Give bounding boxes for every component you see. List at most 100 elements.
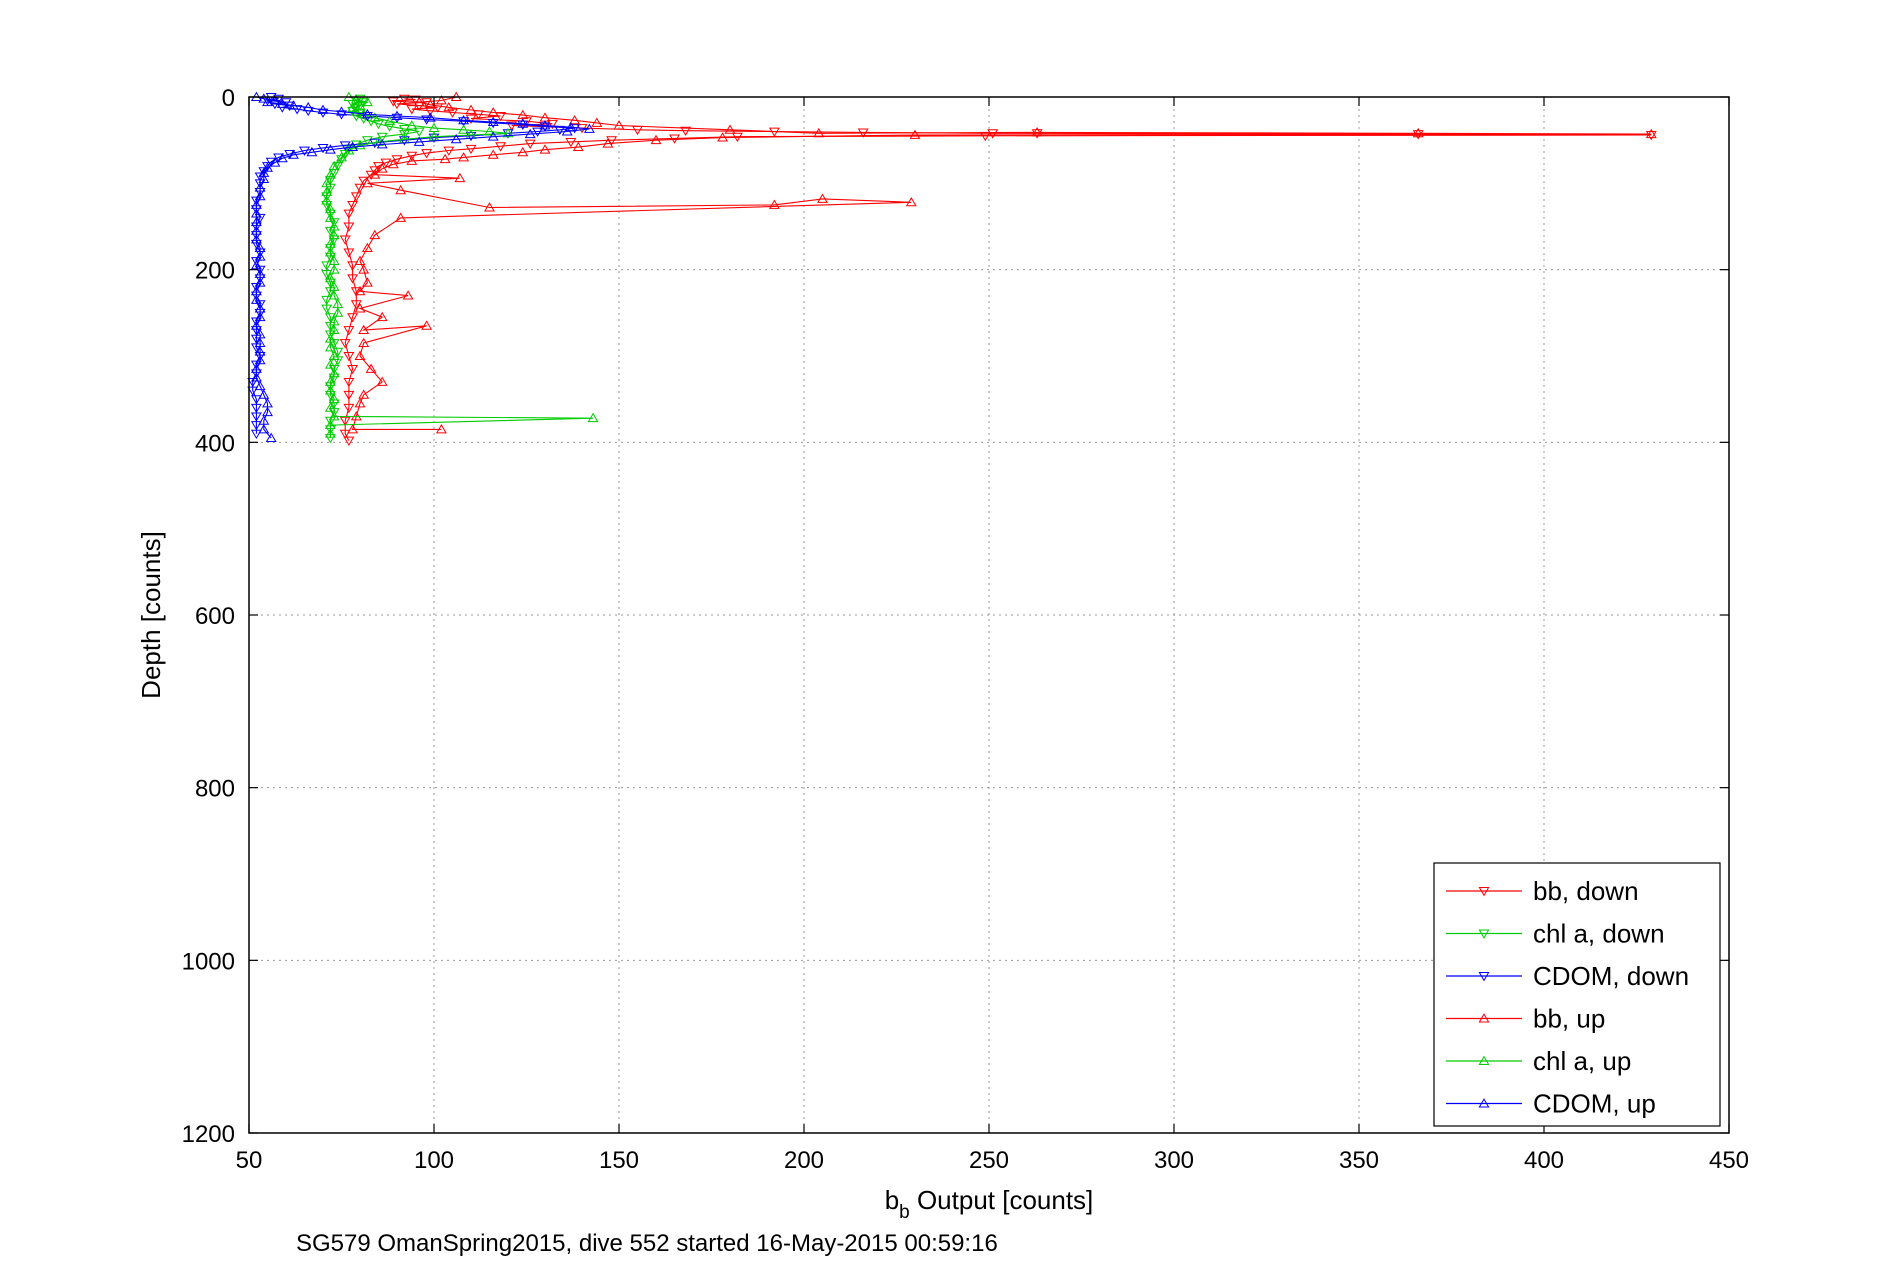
data-point [613, 120, 625, 130]
data-point [465, 144, 477, 155]
data-point [1645, 131, 1657, 141]
data-point [350, 411, 362, 421]
data-point [250, 196, 262, 206]
data-point [358, 114, 370, 124]
data-point [398, 136, 410, 146]
data-point [909, 129, 921, 139]
data-point [402, 290, 414, 300]
data-point [269, 157, 281, 167]
data-point [254, 190, 266, 201]
data-point [376, 139, 388, 149]
data-point [724, 124, 736, 134]
plot-series [247, 91, 1657, 446]
data-point [768, 199, 780, 209]
data-point [369, 112, 381, 122]
data-point [250, 343, 262, 353]
data-point [376, 163, 388, 173]
data-point [328, 408, 340, 418]
data-point [391, 113, 403, 124]
data-point [347, 200, 359, 211]
data-point [421, 149, 433, 159]
data-point [680, 126, 692, 137]
x-axis-label-base: b [885, 1185, 899, 1215]
data-point [321, 304, 333, 314]
data-point [317, 104, 329, 114]
legend-entry: chl a, down [1446, 919, 1665, 949]
data-point [250, 294, 262, 304]
data-point [435, 424, 447, 434]
data-point [343, 352, 355, 362]
data-point [250, 421, 262, 431]
data-point [254, 277, 266, 287]
legend-label: chl a, down [1533, 919, 1665, 949]
x-tick-label: 400 [1524, 1147, 1564, 1174]
data-point [421, 320, 433, 330]
data-point [406, 151, 418, 162]
data-point [350, 112, 362, 122]
data-point [354, 139, 366, 150]
data-point [250, 282, 262, 293]
data-point [354, 285, 366, 296]
series-line [326, 98, 420, 438]
legend-marker [1478, 929, 1490, 939]
data-point [572, 141, 584, 152]
data-point [350, 287, 362, 297]
data-point [254, 179, 266, 189]
x-tick-label: 200 [784, 1147, 824, 1174]
data-point [258, 167, 270, 177]
data-point [328, 264, 340, 274]
x-axis-label-rest: Output [counts] [910, 1185, 1094, 1215]
data-point [299, 146, 310, 156]
axis-ticks: 50 100 150 200 250 300 350 400 450 0 200 400 600 800 1… [182, 85, 1749, 1174]
data-point [254, 300, 266, 310]
data-point [484, 202, 495, 212]
data-point [565, 137, 577, 148]
data-point [287, 149, 299, 159]
data-point [324, 402, 336, 412]
data-point [606, 136, 618, 146]
data-point [458, 152, 470, 162]
data-point [324, 359, 336, 369]
data-point [424, 99, 436, 109]
data-point [424, 112, 436, 122]
data-point [328, 365, 340, 375]
legend-marker [1478, 972, 1490, 982]
data-point [376, 132, 388, 143]
data-point [484, 126, 495, 136]
data-point [354, 255, 366, 265]
data-point [339, 429, 351, 440]
data-point [406, 105, 418, 115]
data-point [502, 127, 514, 138]
data-point [324, 183, 336, 194]
data-point [328, 324, 340, 335]
data-point [258, 173, 270, 183]
data-point [343, 377, 355, 388]
y-tick-label: 1200 [182, 1121, 235, 1148]
data-point [587, 412, 599, 423]
data-point [324, 169, 336, 179]
data-point [354, 183, 366, 194]
data-point [517, 146, 529, 157]
data-point [324, 330, 336, 340]
data-point [406, 120, 418, 130]
data-point [591, 117, 603, 127]
data-point [347, 141, 359, 152]
data-point [524, 128, 536, 139]
data-point [302, 102, 314, 112]
data-point [321, 270, 333, 280]
data-point [361, 96, 373, 107]
y-tick-label: 200 [195, 258, 235, 285]
data-point [347, 313, 359, 323]
data-point [395, 184, 407, 195]
data-point [324, 416, 336, 427]
data-point [328, 218, 340, 228]
data-point [328, 350, 340, 360]
legend-entry: bb, down [1446, 876, 1639, 906]
series-line [351, 96, 1652, 430]
data-point [343, 326, 355, 336]
data-point [324, 434, 336, 444]
data-point [328, 339, 340, 349]
data-point [361, 136, 373, 146]
data-point [443, 102, 455, 112]
